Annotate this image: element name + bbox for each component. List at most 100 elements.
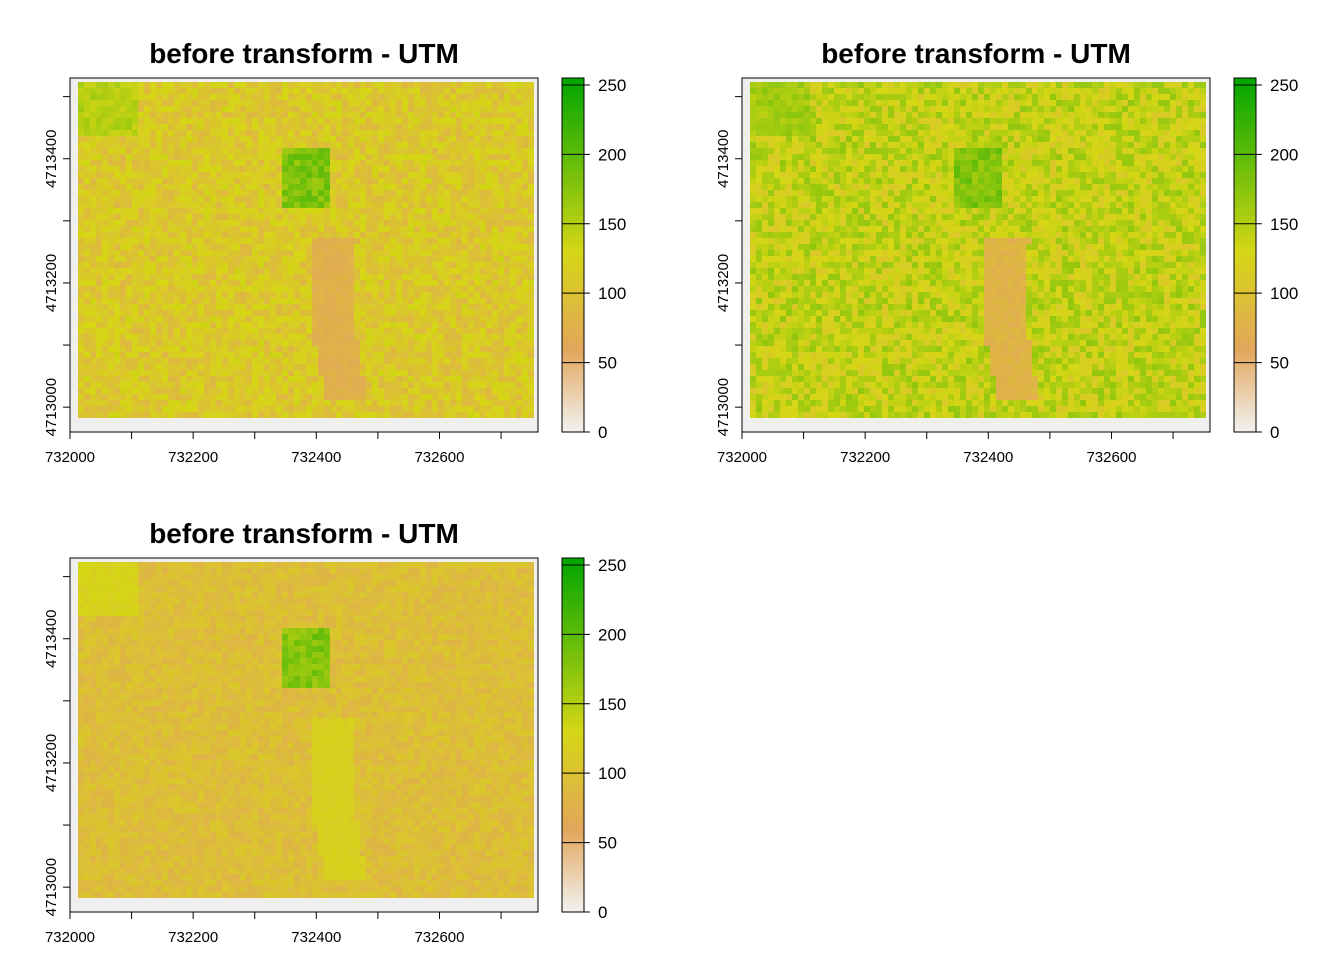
raster-cell: [90, 82, 96, 88]
raster-cell: [396, 376, 402, 382]
raster-cell: [1086, 88, 1092, 94]
raster-cell: [294, 382, 300, 388]
raster-cell: [336, 340, 342, 346]
raster-cell: [360, 112, 366, 118]
raster-cell: [246, 280, 252, 286]
raster-cell: [402, 406, 408, 412]
raster-cell: [132, 322, 138, 328]
raster-cell: [396, 370, 402, 376]
raster-cell: [384, 286, 390, 292]
raster-cell: [126, 298, 132, 304]
raster-cell: [312, 328, 318, 334]
raster-cell: [1014, 100, 1020, 106]
raster-cell: [264, 238, 270, 244]
raster-cell: [372, 334, 378, 340]
raster-cell: [840, 100, 846, 106]
raster-cell: [270, 376, 276, 382]
raster-cell: [390, 370, 396, 376]
raster-cell: [516, 136, 522, 142]
raster-cell: [228, 124, 234, 130]
raster-cell: [492, 268, 498, 274]
raster-cell: [372, 160, 378, 166]
raster-cell: [162, 142, 168, 148]
raster-cell: [270, 406, 276, 412]
raster-cell: [78, 232, 84, 238]
raster-cell: [510, 160, 516, 166]
raster-cell: [996, 124, 1002, 130]
raster-cell: [168, 160, 174, 166]
raster-cell: [354, 220, 360, 226]
raster-cell: [210, 316, 216, 322]
raster-cell: [288, 352, 294, 358]
raster-cell: [234, 358, 240, 364]
raster-cell: [462, 286, 468, 292]
raster-cell: [882, 118, 888, 124]
raster-cell: [222, 226, 228, 232]
raster-cell: [312, 112, 318, 118]
raster-cell: [846, 100, 852, 106]
raster-cell: [168, 364, 174, 370]
raster-cell: [258, 406, 264, 412]
raster-cell: [348, 172, 354, 178]
raster-cell: [270, 274, 276, 280]
raster-cell: [1044, 88, 1050, 94]
color-bar-segment: [562, 182, 584, 187]
raster-cell: [324, 226, 330, 232]
raster-cell: [342, 172, 348, 178]
raster-cell: [510, 226, 516, 232]
raster-cell: [462, 244, 468, 250]
raster-cell: [258, 298, 264, 304]
raster-cell: [288, 136, 294, 142]
raster-cell: [474, 172, 480, 178]
raster-cell: [1182, 124, 1188, 130]
raster-cell: [264, 196, 270, 202]
raster-cell: [294, 262, 300, 268]
raster-cell: [846, 112, 852, 118]
raster-cell: [456, 352, 462, 358]
raster-cell: [78, 334, 84, 340]
raster-cell: [378, 250, 384, 256]
raster-cell: [444, 340, 450, 346]
raster-cell: [498, 88, 504, 94]
raster-cell: [504, 250, 510, 256]
raster-cell: [78, 178, 84, 184]
raster-cell: [336, 82, 342, 88]
raster-cell: [234, 94, 240, 100]
color-bar-segment: [562, 319, 584, 325]
raster-cell: [120, 238, 126, 244]
raster-cell: [282, 292, 288, 298]
raster-cell: [390, 196, 396, 202]
raster-cell: [138, 220, 144, 226]
raster-cell: [480, 238, 486, 244]
raster-cell: [462, 298, 468, 304]
raster-cell: [102, 286, 108, 292]
raster-cell: [252, 256, 258, 262]
raster-cell: [132, 280, 138, 286]
raster-cell: [156, 202, 162, 208]
raster-cell: [492, 214, 498, 220]
raster-cell: [234, 112, 240, 118]
raster-cell: [174, 148, 180, 154]
raster-cell: [516, 220, 522, 226]
raster-cell: [96, 340, 102, 346]
raster-cell: [144, 148, 150, 154]
raster-cell: [360, 148, 366, 154]
raster-cell: [222, 370, 228, 376]
raster-cell: [234, 334, 240, 340]
raster-cell: [192, 292, 198, 298]
raster-cell: [930, 106, 936, 112]
raster-cell: [276, 400, 282, 406]
raster-cell: [78, 400, 84, 406]
raster-cell: [270, 328, 276, 334]
raster-cell: [330, 340, 336, 346]
raster-cell: [132, 100, 138, 106]
raster-cell: [78, 292, 84, 298]
color-bar-segment: [562, 169, 584, 175]
raster-cell: [126, 388, 132, 394]
raster-cell: [348, 274, 354, 280]
raster-cell: [108, 298, 114, 304]
raster-cell: [348, 352, 354, 358]
raster-cell: [300, 148, 306, 154]
raster-cell: [288, 310, 294, 316]
raster-cell: [528, 400, 534, 406]
